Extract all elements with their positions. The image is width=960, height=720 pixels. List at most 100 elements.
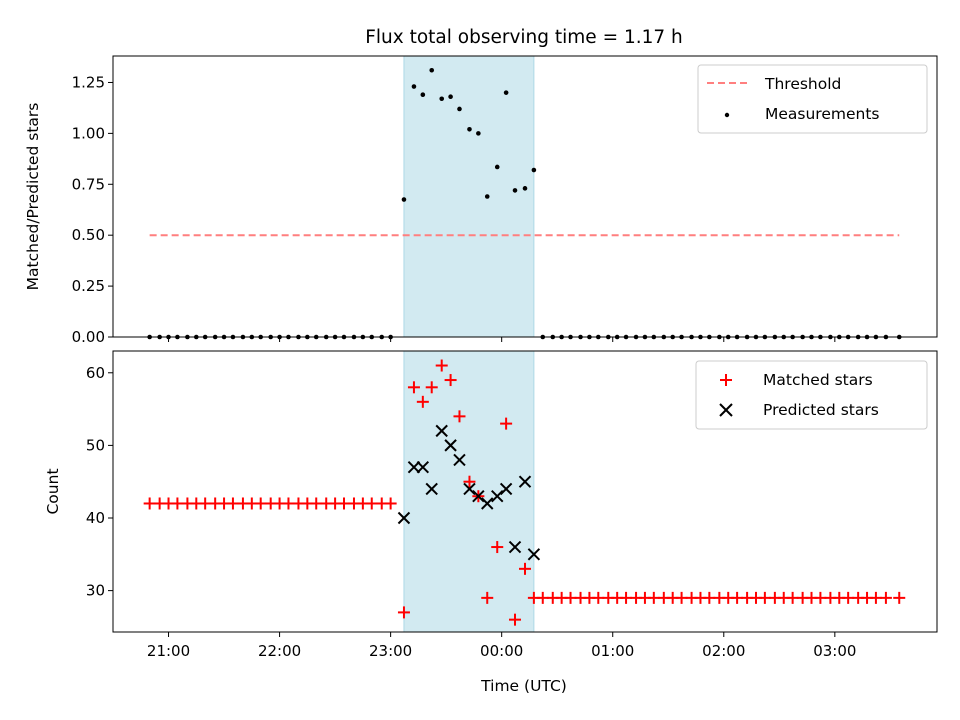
matched-star-point — [500, 417, 513, 430]
x-stroke-b — [416, 460, 430, 474]
matched-star-point — [384, 497, 397, 510]
legend-matched-swatch — [720, 374, 732, 386]
top-legend-box — [697, 64, 928, 134]
predicted-star-point — [397, 511, 411, 525]
predicted-star-point — [491, 490, 504, 503]
bottom-y-axis-label: Count — [44, 468, 62, 514]
bottom-legend: Matched stars Predicted stars — [695, 360, 928, 430]
legend-measurements-swatch — [724, 112, 730, 118]
top-y-axis: 0.00 0.25 0.50 0.75 1.00 1.25 — [72, 73, 113, 346]
predicted-star-point — [425, 482, 438, 496]
legend-matched-label: Matched stars — [763, 371, 873, 389]
x-stroke-b — [527, 548, 541, 561]
matched-stars-series — [143, 359, 906, 626]
bottom-panel: 30 40 50 60 21:00 22:00 23:00 00:00 01:00 02:00 0… — [44, 350, 938, 695]
legend-predicted-label: Predicted stars — [763, 401, 879, 419]
matched-star-point — [491, 541, 504, 554]
predicted-star-point — [463, 482, 476, 496]
y-tick-label: 0.50 — [72, 226, 105, 244]
measurement-point — [411, 84, 417, 89]
x-axis: 21:00 22:00 23:00 00:00 01:00 02:00 03:00 — [147, 632, 856, 660]
x-tick-label: 03:00 — [813, 642, 856, 660]
measurement-point — [476, 131, 481, 136]
x-stroke-b — [444, 439, 457, 452]
measurement-point — [503, 90, 509, 95]
measurement-point — [484, 194, 490, 199]
measurement-point — [494, 164, 500, 170]
top-y-axis-label: Matched/Predicted stars — [24, 103, 42, 291]
y-tick-label: 0.25 — [72, 277, 105, 295]
y-tick-label: 1.00 — [72, 124, 105, 142]
x-stroke-b — [397, 511, 411, 525]
predicted-star-point — [407, 460, 421, 474]
matched-star-point — [879, 591, 892, 604]
y-tick-label: 0.75 — [72, 175, 105, 193]
measurement-point — [531, 167, 537, 173]
predicted-star-point — [508, 540, 522, 554]
y-tick-label: 0.00 — [72, 328, 105, 346]
x-stroke-b — [508, 540, 522, 554]
observing-interval-shade — [403, 55, 535, 338]
matched-star-point — [453, 410, 466, 423]
predicted-star-point — [453, 453, 466, 467]
x-stroke-b — [425, 482, 438, 496]
predicted-star-point — [416, 460, 430, 474]
predicted-stars-series — [397, 424, 541, 561]
matched-star-point — [397, 606, 410, 619]
matched-star-point — [407, 381, 420, 394]
legend-measurements-label: Measurements — [765, 105, 880, 123]
predicted-star-point — [444, 439, 457, 452]
measurement-point — [429, 67, 435, 73]
chart-title: Flux total observing time = 1.17 h — [365, 27, 683, 48]
x-tick-label: 00:00 — [480, 642, 523, 660]
bottom-y-axis: 30 40 50 60 — [86, 364, 113, 600]
top-panel: 0.00 0.25 0.50 0.75 1.00 1.25 Matched/Predict… — [24, 55, 938, 346]
legend-predicted-swatch — [719, 403, 733, 417]
x-stroke-b — [463, 482, 476, 496]
measurement-point — [439, 96, 445, 102]
x-stroke-b — [453, 453, 466, 467]
top-legend: Threshold Measurements — [697, 64, 928, 134]
matched-star-point — [481, 591, 494, 604]
y-tick-label: 30 — [86, 582, 105, 600]
x-stroke-b — [491, 490, 504, 503]
measurement-point — [448, 94, 453, 100]
measurement-point — [522, 186, 528, 191]
x-stroke-b — [472, 490, 485, 503]
predicted-star-point — [527, 548, 541, 561]
bottom-axes-frame — [112, 350, 938, 633]
x-tick-label: 22:00 — [258, 642, 301, 660]
top-shaded-region — [403, 55, 535, 338]
measurement-point — [457, 106, 462, 112]
measurement-point — [401, 197, 407, 202]
measurement-point — [467, 127, 472, 132]
x-stroke-b — [435, 424, 448, 438]
predicted-star-point — [472, 490, 485, 503]
x-stroke-b — [499, 482, 513, 496]
matched-star-point — [893, 591, 906, 604]
matched-star-point — [425, 381, 438, 394]
measurement-point — [420, 92, 426, 97]
x-stroke-b — [481, 497, 494, 510]
measurement-point — [512, 188, 518, 193]
matched-star-point — [444, 374, 457, 387]
x-stroke-b — [518, 475, 532, 488]
matched-star-point — [416, 395, 429, 408]
x-axis-label: Time (UTC) — [480, 677, 567, 695]
x-tick-label: 02:00 — [702, 642, 745, 660]
x-tick-label: 23:00 — [369, 642, 412, 660]
y-tick-label: 40 — [86, 509, 105, 527]
predicted-star-point — [481, 497, 494, 510]
matched-star-point — [463, 475, 476, 488]
y-tick-label: 50 — [86, 436, 105, 454]
observing-interval-shade — [403, 350, 535, 633]
predicted-star-point — [435, 424, 448, 438]
x-tick-label: 21:00 — [147, 642, 190, 660]
top-x-ticks — [168, 337, 836, 342]
matched-star-point — [509, 613, 522, 626]
bottom-shaded-region — [403, 350, 535, 633]
x-tick-label: 01:00 — [591, 642, 634, 660]
predicted-star-point — [499, 482, 513, 496]
y-tick-label: 60 — [86, 364, 105, 382]
